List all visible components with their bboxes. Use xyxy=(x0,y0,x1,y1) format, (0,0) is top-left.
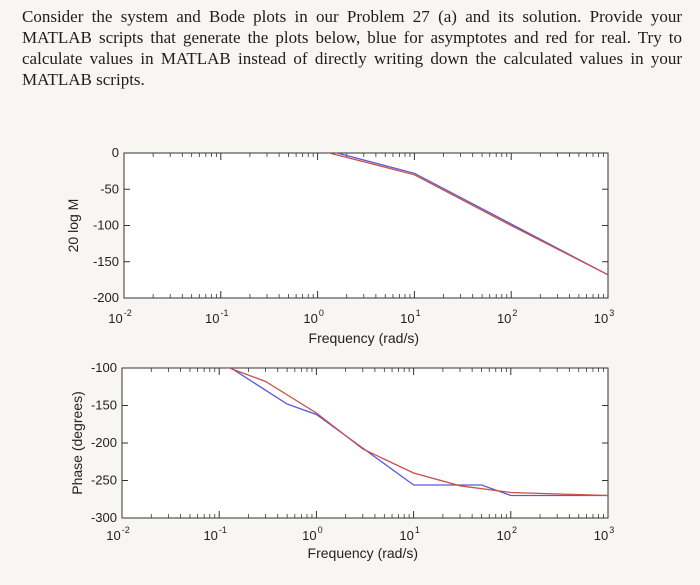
x-tick-exponent: 2 xyxy=(512,308,517,318)
y-tick-label: -200 xyxy=(93,290,119,305)
x-tick-exponent: -2 xyxy=(124,308,132,318)
y-tick-label: -150 xyxy=(93,254,119,269)
x-tick-exponent: -2 xyxy=(122,525,130,535)
phase-plot: 10-2 10-1 100 101 102 103-100-150-200-250-300… xyxy=(69,360,614,561)
x-tick-label: 101 xyxy=(400,308,420,326)
x-tick-label: 102 xyxy=(497,308,517,326)
x-tick-label: 10-1 xyxy=(203,525,226,543)
y-axis-label: 20 log M xyxy=(65,199,81,253)
y-tick-label: -50 xyxy=(100,181,119,196)
y-tick-label: -100 xyxy=(93,218,119,233)
magnitude-plot: 10-2 10-1 100 101 102 1030-50-100-150-200Freq… xyxy=(65,145,614,346)
x-axis-label: Frequency (rad/s) xyxy=(309,330,419,346)
y-tick-label: 0 xyxy=(112,145,119,160)
y-axis-label: Phase (degrees) xyxy=(69,391,85,495)
x-tick-label: 10-2 xyxy=(106,525,129,543)
x-tick-label: 10-1 xyxy=(205,308,228,326)
x-tick-exponent: 0 xyxy=(319,308,324,318)
x-axis-label: Frequency (rad/s) xyxy=(308,545,418,561)
x-tick-label: 10-2 xyxy=(108,308,131,326)
y-tick-label: -250 xyxy=(91,473,117,488)
y-tick-label: -150 xyxy=(91,398,117,413)
x-tick-label: 101 xyxy=(399,525,419,543)
x-tick-exponent: 3 xyxy=(609,308,614,318)
x-tick-exponent: 0 xyxy=(318,525,323,535)
real-line xyxy=(227,368,608,497)
x-tick-label: 103 xyxy=(594,308,614,326)
x-tick-exponent: -1 xyxy=(219,525,227,535)
x-tick-label: 103 xyxy=(594,525,614,543)
x-tick-exponent: 1 xyxy=(416,308,421,318)
x-tick-exponent: 3 xyxy=(609,525,614,535)
asymptote-line xyxy=(334,153,608,276)
x-tick-label: 100 xyxy=(302,525,322,543)
x-tick-exponent: -1 xyxy=(221,308,229,318)
y-tick-label: -100 xyxy=(91,360,117,375)
x-tick-exponent: 1 xyxy=(415,525,420,535)
x-tick-exponent: 2 xyxy=(512,525,517,535)
x-tick-label: 100 xyxy=(303,308,323,326)
y-tick-label: -200 xyxy=(91,435,117,450)
plot-area xyxy=(123,152,609,299)
y-tick-label: -300 xyxy=(91,510,117,525)
question-text: Consider the system and Bode plots in ou… xyxy=(22,7,682,89)
real-line xyxy=(326,153,608,276)
x-tick-label: 102 xyxy=(497,525,517,543)
